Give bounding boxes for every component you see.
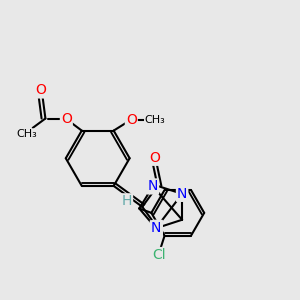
Text: N: N (177, 187, 187, 201)
Text: O: O (149, 151, 160, 165)
Text: Cl: Cl (152, 248, 166, 262)
Text: O: O (126, 112, 137, 127)
Text: N: N (151, 221, 161, 235)
Text: N: N (148, 179, 158, 194)
Text: CH₃: CH₃ (145, 115, 165, 124)
Text: H: H (122, 194, 132, 208)
Text: S: S (153, 221, 162, 235)
Text: O: O (61, 112, 72, 125)
Text: CH₃: CH₃ (16, 129, 37, 139)
Text: O: O (36, 83, 46, 98)
